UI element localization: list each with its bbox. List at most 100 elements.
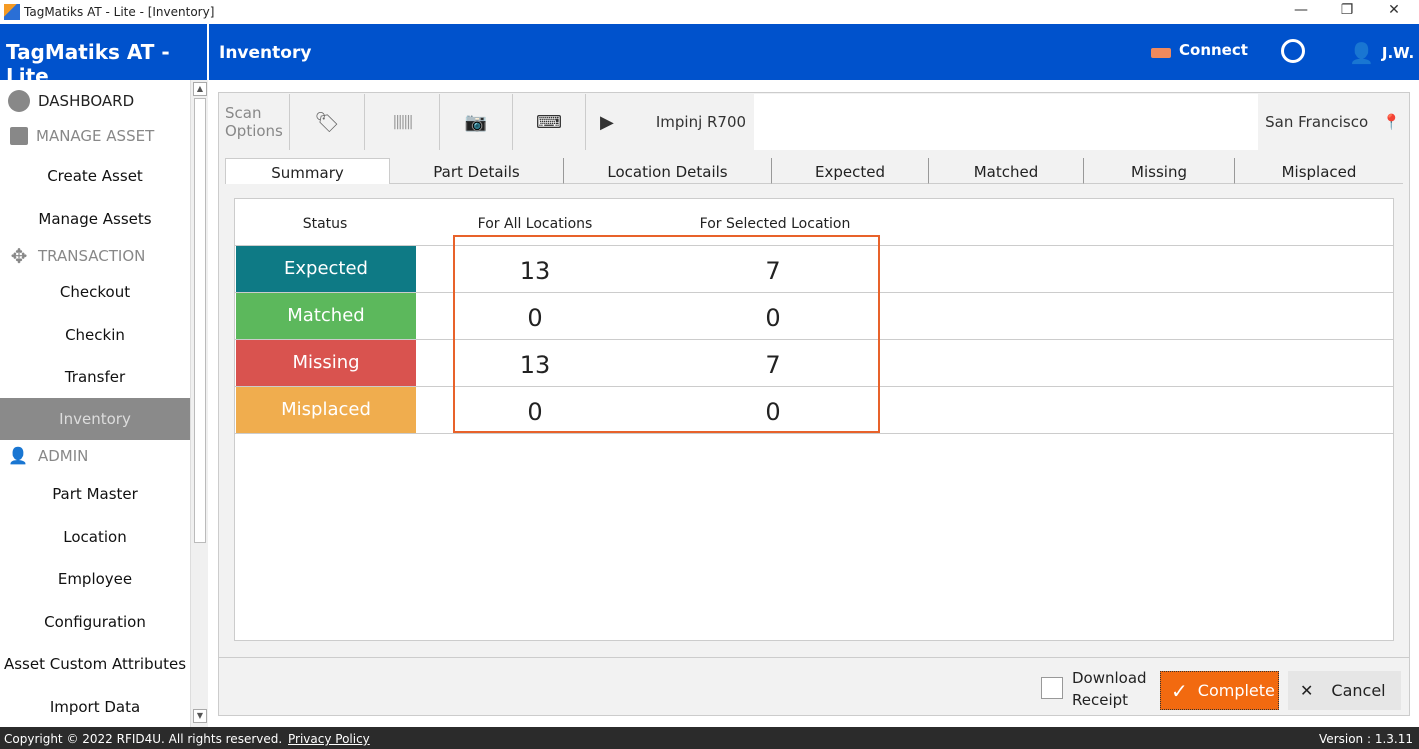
- sidebar-item-asset-custom-attributes[interactable]: Asset Custom Attributes: [3, 655, 187, 673]
- selected-location-count: 0: [765, 398, 781, 426]
- complete-button[interactable]: ✓ Complete: [1160, 671, 1279, 710]
- table-row: Expected 13 7: [235, 245, 1393, 292]
- camera-icon: 📷: [464, 111, 488, 133]
- sidebar-item-dashboard[interactable]: DASHBOARD: [8, 90, 134, 112]
- cancel-button[interactable]: ✕ Cancel: [1288, 671, 1401, 710]
- sidebar-item-location[interactable]: Location: [63, 528, 127, 546]
- sidebar-item-configuration[interactable]: Configuration: [44, 613, 146, 631]
- copyright: Copyright © 2022 RFID4U. All rights rese…: [4, 732, 283, 746]
- label: TRANSACTION: [38, 247, 146, 265]
- tab-missing[interactable]: Missing: [1084, 158, 1235, 184]
- all-locations-count: 0: [527, 304, 543, 332]
- router-icon: [1151, 48, 1171, 58]
- user-name: J.W.: [1381, 44, 1415, 62]
- close-button[interactable]: ✕: [1388, 2, 1400, 18]
- sidebar-item-import-data[interactable]: Import Data: [49, 698, 141, 716]
- header-selected-location: For Selected Location: [699, 216, 851, 232]
- all-locations-count: 13: [519, 351, 551, 379]
- x-icon: ✕: [1300, 681, 1314, 700]
- status-cell: Missing: [236, 340, 416, 386]
- label: DASHBOARD: [38, 92, 135, 110]
- download-receipt-label: Download Receipt: [1072, 667, 1147, 711]
- scan-toolbar: Scan Options 🏷 ||||||| 📷 ⌨ ▶ Impinj R700 S…: [220, 94, 1408, 150]
- label: MANAGE ASSET: [36, 127, 155, 145]
- scroll-up-icon[interactable]: ▲: [193, 82, 207, 96]
- section-manage-asset: MANAGE ASSET: [8, 127, 154, 145]
- tab-part-details[interactable]: Part Details: [390, 158, 564, 184]
- label: Options: [225, 122, 283, 140]
- privacy-policy-link[interactable]: Privacy Policy: [288, 732, 370, 746]
- label: Download: [1072, 669, 1147, 687]
- selected-location-count: 7: [765, 351, 781, 379]
- scroll-down-icon[interactable]: ▼: [193, 709, 207, 723]
- label: Complete: [1197, 681, 1275, 700]
- table-row: Matched 0 0: [235, 292, 1393, 339]
- location-selector[interactable]: San Francisco 📍: [1258, 94, 1408, 150]
- barcode-icon: |||||||: [392, 114, 413, 130]
- status-cell: Expected: [236, 246, 416, 292]
- section-admin: 👤 ADMIN: [8, 446, 88, 465]
- brand-title: TagMatiks AT - Lite: [0, 24, 207, 88]
- label: Cancel: [1331, 681, 1386, 700]
- header-status: Status: [302, 216, 348, 232]
- header-all-locations: For All Locations: [477, 216, 593, 232]
- connect-label: Connect: [1179, 41, 1248, 59]
- restore-button[interactable]: ❐: [1340, 2, 1354, 18]
- sidebar-item-part-master[interactable]: Part Master: [52, 485, 138, 503]
- user-icon: 👤: [1349, 41, 1374, 65]
- summary-table: Status For All Locations For Selected Lo…: [234, 198, 1394, 641]
- sidebar-item-checkin[interactable]: Checkin: [65, 326, 125, 344]
- sidebar-item-inventory[interactable]: Inventory: [0, 398, 190, 440]
- table-row: Missing 13 7: [235, 339, 1393, 386]
- sidebar-item-create-asset[interactable]: Create Asset: [47, 167, 143, 185]
- sidebar-scrollbar[interactable]: ▲ ▼: [190, 80, 208, 727]
- page-title: Inventory: [219, 43, 312, 63]
- keyboard-button[interactable]: ⌨: [513, 94, 586, 150]
- action-bar: Download Receipt ✓ Complete ✕ Cancel: [219, 657, 1409, 715]
- sidebar-item-checkout[interactable]: Checkout: [59, 283, 131, 301]
- tab-expected[interactable]: Expected: [772, 158, 929, 184]
- gift-icon: [10, 127, 28, 145]
- rfid-tag-button[interactable]: 🏷: [290, 94, 365, 150]
- tab-matched[interactable]: Matched: [929, 158, 1084, 184]
- all-locations-count: 13: [519, 257, 551, 285]
- tab-bar: Summary Part Details Location Details Ex…: [225, 158, 1403, 184]
- tab-location-details[interactable]: Location Details: [564, 158, 772, 184]
- tab-summary[interactable]: Summary: [225, 158, 390, 184]
- map-pin-icon: 📍: [1382, 113, 1401, 131]
- reader-name: Impinj R700: [655, 113, 747, 131]
- check-icon: ✓: [1171, 678, 1188, 703]
- label: Receipt: [1072, 691, 1129, 709]
- barcode-button[interactable]: |||||||: [365, 94, 440, 150]
- selected-location-count: 7: [765, 257, 781, 285]
- selected-location-count: 0: [765, 304, 781, 332]
- dashboard-icon: [8, 90, 30, 112]
- admin-icon: 👤: [8, 446, 28, 465]
- version: Version : 1.3.11: [1319, 732, 1413, 746]
- minimize-button[interactable]: —: [1294, 2, 1308, 18]
- camera-button[interactable]: 📷: [440, 94, 513, 150]
- sidebar-item-transfer[interactable]: Transfer: [64, 368, 126, 386]
- divider: [235, 433, 1393, 434]
- header: Inventory Connect 👤 J.W.: [209, 24, 1419, 80]
- status-cell: Misplaced: [236, 387, 416, 433]
- all-locations-count: 0: [527, 398, 543, 426]
- start-scan-button[interactable]: ▶ Impinj R700: [586, 94, 754, 150]
- dashboard-gauge-button[interactable]: [1281, 39, 1305, 63]
- user-menu[interactable]: 👤 J.W.: [1349, 41, 1414, 65]
- move-icon: ✥: [10, 244, 28, 268]
- location-name: San Francisco: [1265, 113, 1369, 131]
- connect-button[interactable]: Connect: [1151, 41, 1248, 59]
- label: ADMIN: [38, 446, 89, 465]
- sidebar: DASHBOARD MANAGE ASSET Create Asset Mana…: [0, 80, 190, 727]
- scan-options-label: Scan Options: [220, 94, 290, 150]
- scroll-thumb[interactable]: [194, 98, 206, 543]
- download-receipt-checkbox[interactable]: [1041, 677, 1063, 699]
- status-cell: Matched: [236, 293, 416, 339]
- sidebar-item-employee[interactable]: Employee: [57, 570, 133, 588]
- tab-misplaced[interactable]: Misplaced: [1235, 158, 1403, 184]
- sidebar-item-manage-assets[interactable]: Manage Assets: [38, 210, 152, 228]
- section-transaction: ✥ TRANSACTION: [8, 244, 146, 268]
- title-bar: TagMatiks AT - Lite - [Inventory] — ❐ ✕: [0, 0, 1419, 24]
- footer: Copyright © 2022 RFID4U. All rights rese…: [0, 727, 1419, 749]
